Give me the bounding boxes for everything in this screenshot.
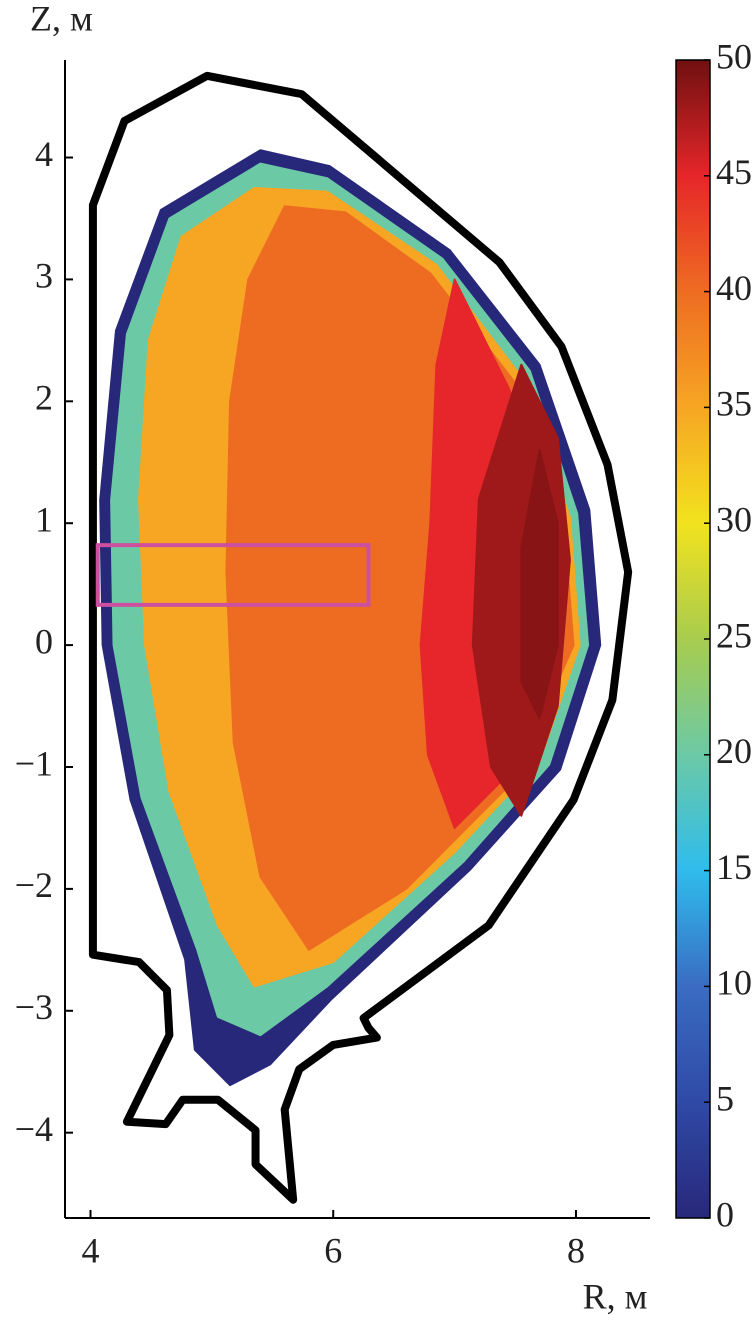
colorbar-tick-label: 20: [716, 731, 752, 771]
colorbar-tick-label: 15: [716, 847, 752, 887]
colorbar-tick-label: 40: [716, 268, 752, 308]
x-tick-label: 6: [324, 1230, 342, 1270]
x-axis-label: R, м: [583, 1276, 648, 1316]
y-tick-label: −2: [15, 865, 53, 905]
colorbar-tick-label: 10: [716, 963, 752, 1003]
colorbar-tick-label: 0: [716, 1194, 734, 1234]
y-tick-label: 2: [35, 378, 53, 418]
x-tick-label: 8: [567, 1230, 585, 1270]
colorbar-tick-label: 45: [716, 152, 752, 192]
colorbar-tick-label: 30: [716, 499, 752, 539]
y-axis-label: Z, м: [30, 0, 93, 38]
y-tick-label: 1: [35, 499, 53, 539]
colorbar-tick-label: 35: [716, 384, 752, 424]
region-box: [95, 543, 371, 607]
contour-band: [520, 449, 559, 720]
y-tick-label: 4: [35, 134, 53, 174]
x-tick-label: 4: [81, 1230, 99, 1270]
y-tick-label: 3: [35, 256, 53, 296]
colorbar-tick-label: 5: [716, 1078, 734, 1118]
y-tick-label: −3: [15, 987, 53, 1027]
y-tick-label: −4: [15, 1109, 53, 1149]
y-tick-label: −1: [15, 743, 53, 783]
wall: [88, 71, 633, 1204]
y-tick-label: 0: [35, 621, 53, 661]
colorbar-tick-label: 50: [716, 36, 752, 76]
colorbar-tick-label: 25: [716, 615, 752, 655]
